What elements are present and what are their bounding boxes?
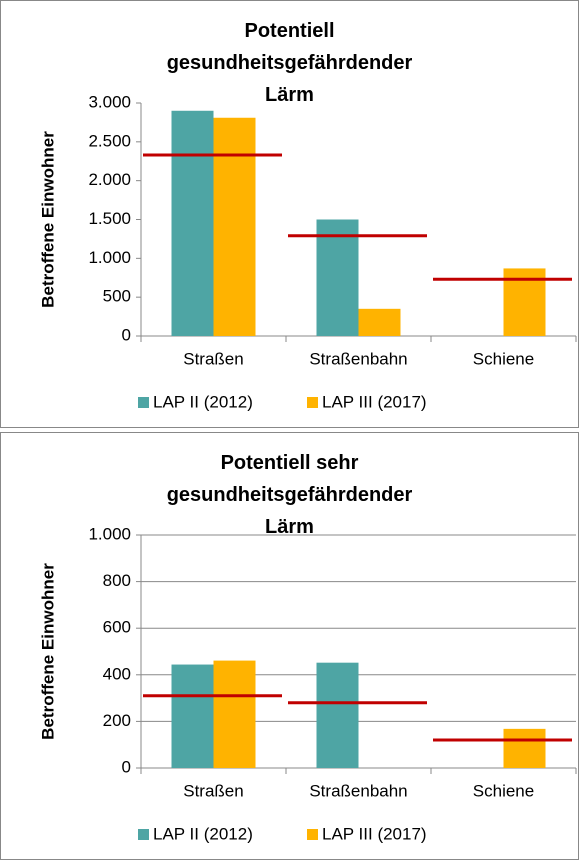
chart-title: Potentiell gesundheitsgefährdender Lärm (166, 20, 413, 106)
y-tick-label: 500 (103, 287, 131, 306)
bar (213, 660, 256, 768)
y-tick-label: 2.500 (88, 131, 131, 150)
legend-swatch (307, 397, 318, 408)
y-tick-label: 1.500 (88, 209, 131, 228)
legend-swatch (138, 397, 149, 408)
x-tick-label: Schiene (473, 781, 534, 800)
chart-panel: Potentiell gesundheitsgefährdender Lärm 0… (0, 0, 579, 428)
legend-swatch (138, 829, 149, 840)
bar (358, 308, 401, 336)
y-tick-label: 200 (103, 711, 131, 730)
bar (171, 110, 214, 337)
bar (213, 117, 256, 336)
bar (316, 219, 359, 336)
chart-panel: Potentiell sehr gesundheitsgefährdender … (0, 432, 579, 860)
y-tick-label: 0 (122, 757, 131, 776)
chart-title: Potentiell sehr gesundheitsgefährdender … (166, 452, 413, 538)
y-axis-label: Betroffene Einwohner (38, 563, 57, 740)
legend-label: LAP II (2012) (153, 392, 253, 411)
x-tick-label: Straßenbahn (309, 781, 407, 800)
x-tick-label: Straßen (183, 781, 243, 800)
y-tick-label: 3.000 (88, 92, 131, 111)
legend-label: LAP III (2017) (322, 824, 427, 843)
y-axis-label: Betroffene Einwohner (38, 131, 57, 308)
legend-label: LAP II (2012) (153, 824, 253, 843)
y-tick-label: 600 (103, 618, 131, 637)
bar (316, 662, 359, 768)
x-tick-label: Straßen (183, 349, 243, 368)
chart: 0 500 1.000 1.500 2.000 2.500 3.000 Betroffene … (38, 92, 577, 411)
legend-swatch (307, 829, 318, 840)
y-tick-label: 1.000 (88, 248, 131, 267)
legend-label: LAP III (2017) (322, 392, 427, 411)
chart: 0 200 400 600 800 1.000 Betroffene Einwohner St… (38, 524, 577, 843)
x-tick-label: Straßenbahn (309, 349, 407, 368)
y-tick-label: 800 (103, 571, 131, 590)
y-tick-label: 400 (103, 664, 131, 683)
x-tick-label: Schiene (473, 349, 534, 368)
y-tick-label: 2.000 (88, 170, 131, 189)
y-tick-label: 0 (122, 325, 131, 344)
bar (171, 664, 214, 768)
y-tick-label: 1.000 (88, 524, 131, 543)
bar (503, 728, 546, 768)
